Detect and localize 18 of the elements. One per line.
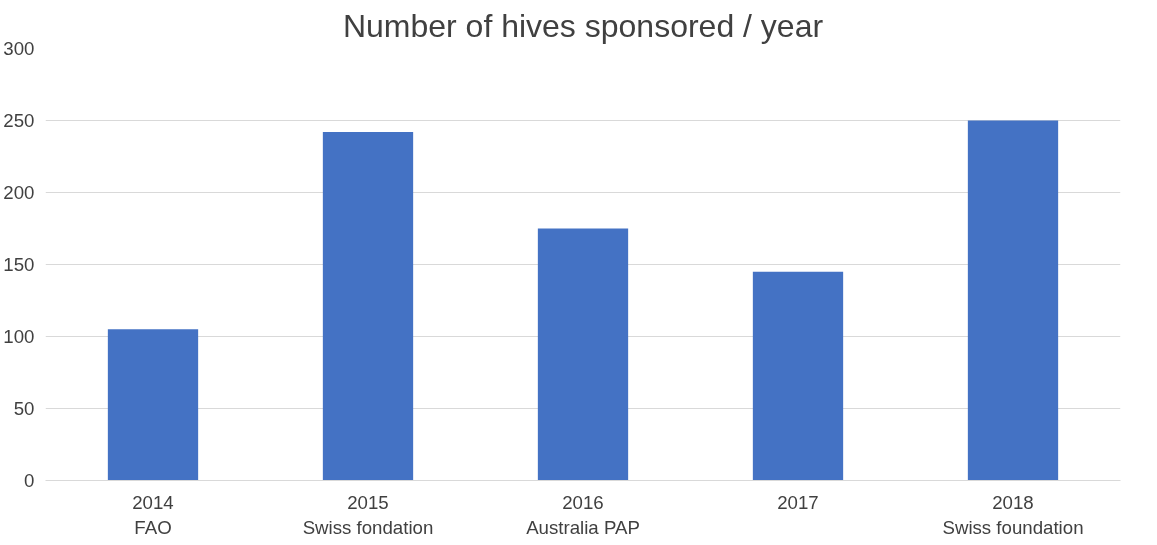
x-tick-label: 2018 Swiss foundation [942, 491, 1084, 538]
y-tick-label: 250 [3, 110, 35, 131]
bar [107, 329, 199, 481]
x-tick-label: 2016 Australia PAP [526, 491, 640, 538]
chart-title: Number of hives sponsored / year [342, 7, 824, 44]
x-tick-label: 2017 [777, 491, 819, 513]
x-tick-label: 2014 FAO [132, 491, 174, 538]
y-tick-label: 300 [3, 38, 35, 59]
bar [322, 132, 414, 481]
bar [967, 120, 1059, 481]
y-tick-label: 50 [13, 398, 35, 419]
bar [752, 271, 844, 481]
bar [537, 228, 629, 481]
x-tick-label: 2015 Swiss fondation [302, 491, 434, 538]
y-tick-label: 100 [3, 326, 35, 347]
y-tick-label: 0 [24, 470, 35, 491]
y-tick-label: 200 [3, 182, 35, 203]
y-tick-label: 150 [3, 254, 35, 275]
